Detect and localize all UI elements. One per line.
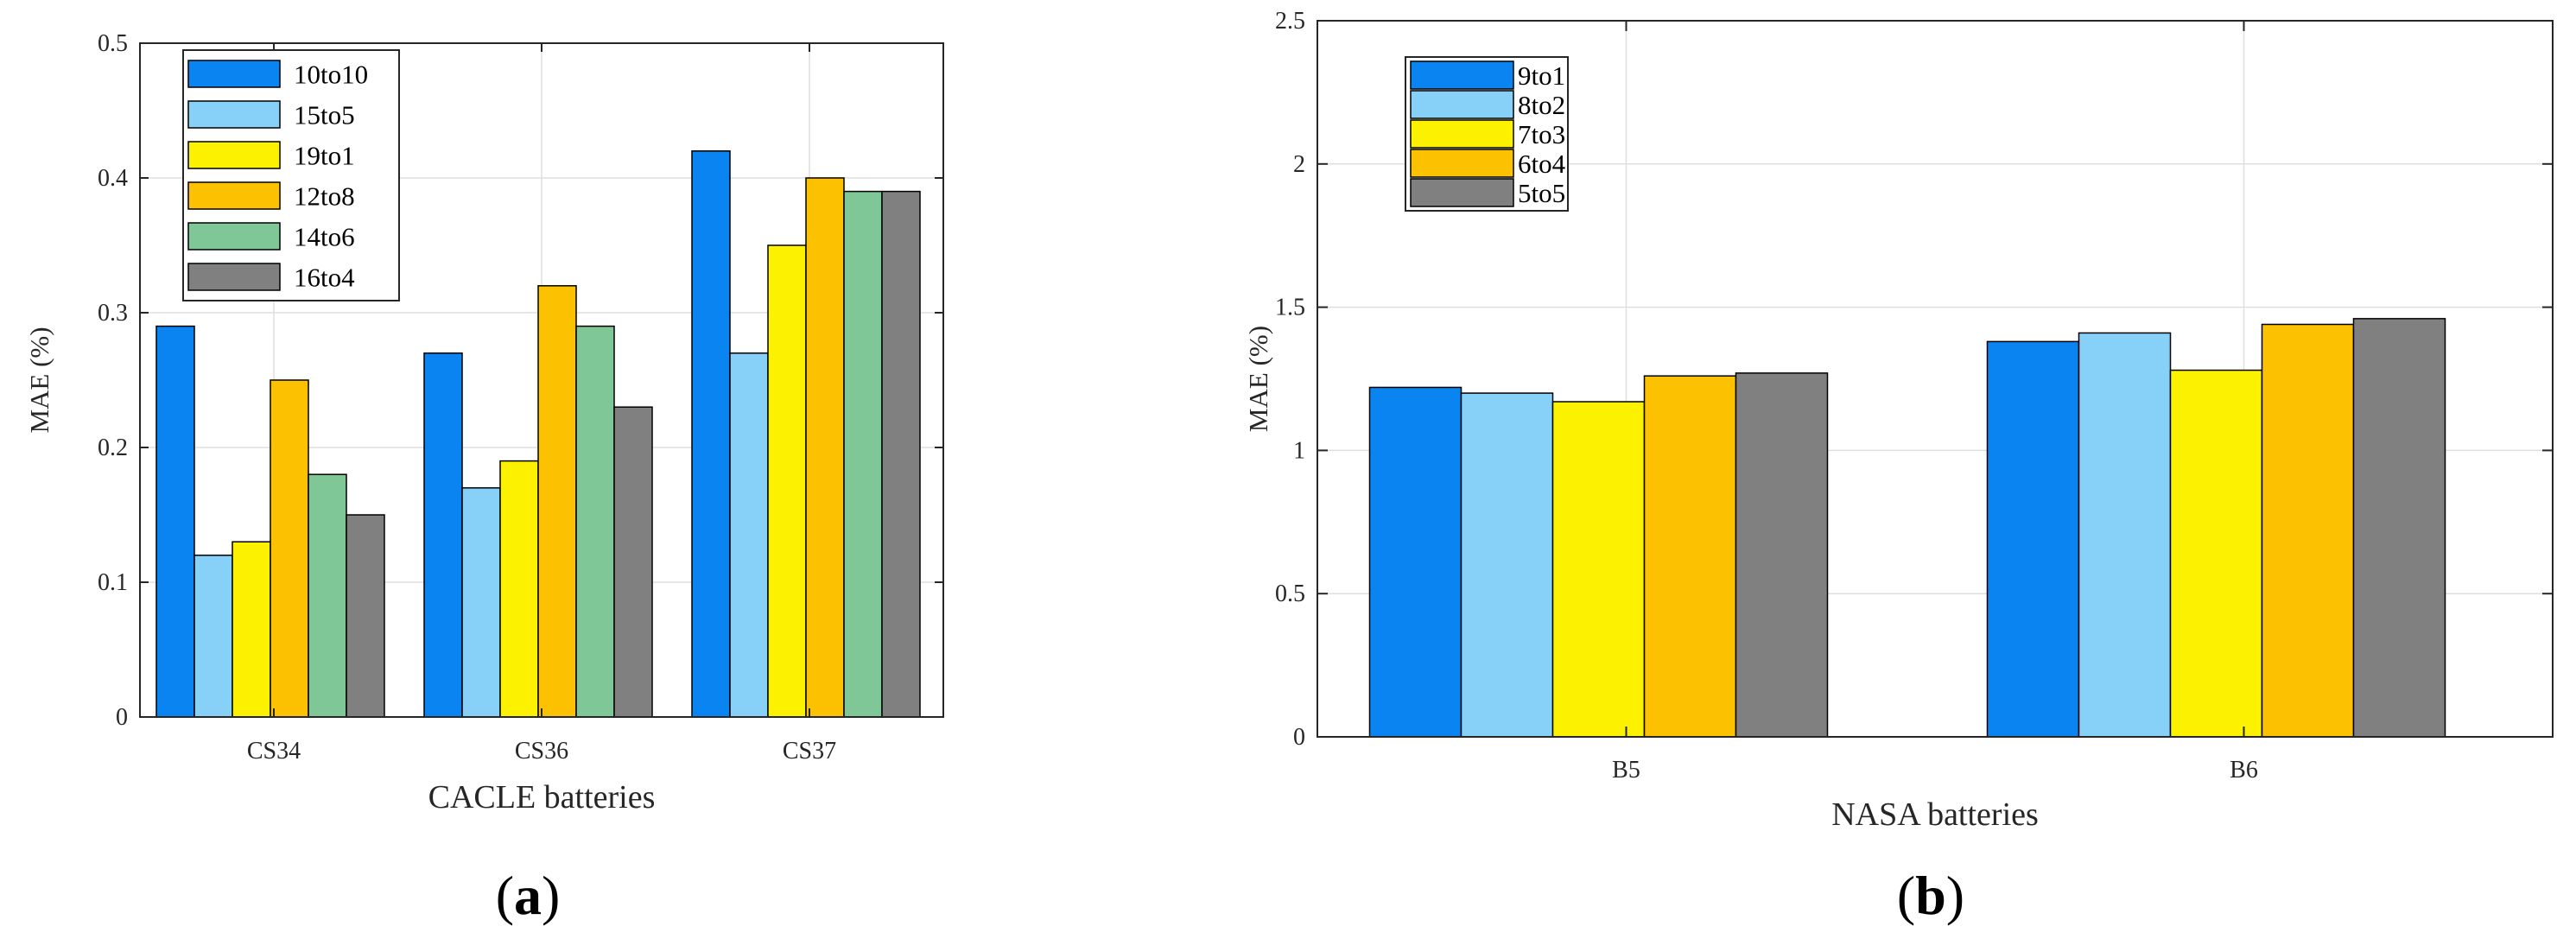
legend: 10to10 15to5 19to1 12to8 14to6 16to4 — [182, 49, 400, 301]
bar-14to6-CS34 — [308, 473, 347, 718]
y-tick-label: 0.2 — [98, 435, 128, 461]
y-tick-label: 1 — [1293, 437, 1305, 464]
legend-swatch-6to4 — [1410, 149, 1514, 178]
y-tick-label: 0.4 — [98, 165, 128, 192]
bar-9to1-B6 — [1986, 340, 2080, 738]
legend-swatch-15to5 — [187, 100, 281, 129]
bar-15to5-CS36 — [461, 487, 501, 718]
bar-7to3-B5 — [1551, 401, 1646, 738]
bar-15to5-CS34 — [194, 555, 233, 718]
bar-9to1-B5 — [1368, 386, 1462, 738]
legend-label: 14to6 — [294, 222, 355, 252]
legend-label: 9to1 — [1518, 60, 1565, 91]
y-tick-label: 2.5 — [1275, 8, 1305, 35]
bar-12to8-CS36 — [537, 285, 577, 718]
y-axis-title: MAE (%) — [24, 327, 54, 433]
panel-label: (b) — [1897, 865, 1964, 926]
legend-label: 6to4 — [1518, 149, 1566, 179]
bar-16to4-CS36 — [613, 406, 653, 718]
legend-swatch-5to5 — [1410, 178, 1514, 207]
x-tick-label: CS37 — [783, 738, 836, 765]
axes-box — [139, 42, 944, 718]
bar-15to5-CS37 — [729, 352, 769, 718]
legend-label: 5to5 — [1518, 178, 1565, 208]
y-tick-label: 0 — [116, 704, 128, 731]
legend-label: 8to2 — [1518, 90, 1565, 120]
legend-label: 7to3 — [1518, 119, 1565, 149]
x-axis-title: CACLE batteries — [428, 779, 656, 815]
chart-panel-b: 0 0.5 1 1.5 2 2.5 B5 B6 NASA batteries MAE (%) 9to… — [1243, 8, 2554, 926]
panel-label-close: ) — [1946, 865, 1964, 926]
legend-swatch-8to2 — [1410, 90, 1514, 119]
y-tick-label: 0.5 — [1275, 581, 1305, 607]
bar-12to8-CS37 — [805, 177, 845, 718]
x-tick-label: B6 — [2230, 757, 2258, 784]
legend-label: 12to8 — [294, 181, 355, 212]
bar-10to10-CS36 — [423, 352, 463, 718]
axes-box — [1317, 20, 2554, 738]
y-tick-label: 2 — [1293, 151, 1305, 178]
legend-swatch-19to1 — [187, 141, 281, 169]
x-tick-label: B5 — [1612, 757, 1640, 784]
bar-8to2-B5 — [1460, 392, 1554, 738]
legend-label: 10to10 — [294, 60, 368, 90]
bar-5to5-B5 — [1735, 372, 1829, 738]
bar-6to4-B5 — [1643, 375, 1737, 738]
panel-label-letter: a — [514, 865, 542, 926]
bar-16to4-CS37 — [881, 190, 921, 718]
legend-swatch-10to10 — [187, 60, 281, 88]
legend-box — [182, 49, 400, 301]
x-tick-label: CS34 — [247, 738, 301, 765]
bar-19to1-CS34 — [232, 541, 271, 718]
bar-14to6-CS36 — [575, 325, 615, 718]
y-tick-label: 0 — [1293, 724, 1305, 751]
panel-label-close: ) — [542, 865, 560, 926]
y-tick-label: 1.5 — [1275, 295, 1305, 321]
panel-label-letter: b — [1915, 865, 1946, 926]
bar-5to5-B6 — [2352, 318, 2446, 738]
bar-8to2-B6 — [2078, 332, 2172, 738]
x-axis-title: NASA batteries — [1831, 796, 2039, 833]
x-tick-label: CS36 — [515, 738, 568, 765]
y-tick-label: 0.3 — [98, 300, 128, 327]
bar-19to1-CS37 — [767, 244, 807, 718]
legend-label: 19to1 — [294, 141, 355, 171]
bar-16to4-CS34 — [346, 514, 385, 718]
legend-swatch-16to4 — [187, 263, 281, 291]
bar-6to4-B6 — [2261, 323, 2355, 738]
legend-swatch-9to1 — [1410, 60, 1514, 90]
legend-label: 15to5 — [294, 100, 355, 130]
chart-panel-a: 0 0.1 0.2 0.3 0.4 0.5 CS34 CS36 CS37 CACLE batter… — [24, 30, 944, 926]
panel-label-open: ( — [496, 865, 514, 926]
bar-19to1-CS36 — [499, 460, 539, 718]
bar-12to8-CS34 — [270, 379, 309, 718]
bar-14to6-CS37 — [843, 190, 883, 718]
legend-label: 16to4 — [294, 263, 355, 293]
bar-10to10-CS37 — [691, 150, 731, 718]
legend-swatch-14to6 — [187, 222, 281, 251]
panel-label-open: ( — [1897, 865, 1915, 926]
y-axis-title: MAE (%) — [1243, 326, 1273, 432]
legend-swatch-7to3 — [1410, 119, 1514, 149]
legend-swatch-12to8 — [187, 181, 281, 210]
bar-10to10-CS34 — [155, 325, 195, 718]
panel-label: (a) — [496, 865, 561, 926]
y-tick-label: 0.1 — [98, 569, 128, 596]
bar-7to3-B6 — [2169, 369, 2263, 738]
y-tick-label: 0.5 — [98, 30, 128, 57]
